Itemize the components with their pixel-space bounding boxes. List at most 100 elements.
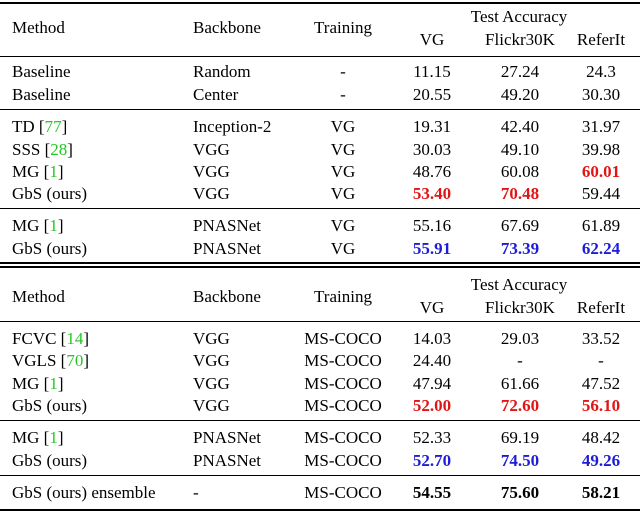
referit-accuracy-cell: 59.44 (581, 184, 621, 203)
referit-accuracy-cell: 33.52 (581, 329, 621, 348)
backbone-cell: PNASNet (193, 239, 262, 258)
col-header-test-accuracy: Test Accuracy (470, 7, 568, 26)
method-name: GbS (ours) (12, 239, 88, 258)
training-cell: MS-COCO (304, 428, 382, 447)
citation-link[interactable]: 1 (49, 216, 58, 235)
vg-accuracy-cell: 52.33 (412, 428, 452, 447)
header-rule (0, 321, 640, 322)
citation-link[interactable]: 28 (50, 140, 68, 159)
method-cell: MG [1] (12, 216, 64, 235)
training-cell: MS-COCO (304, 483, 382, 502)
method-cell: Baseline (12, 62, 71, 82)
flickr-accuracy-cell: 67.69 (500, 216, 540, 235)
col-header-referit: ReferIt (576, 30, 626, 49)
referit-accuracy-cell: 56.10 (581, 396, 621, 415)
backbone-cell: Center (193, 85, 239, 104)
method-name: MG (12, 374, 40, 393)
method-name: GbS (ours) (12, 396, 88, 415)
bottom-rule (0, 509, 640, 511)
flickr-accuracy-cell: 29.03 (500, 329, 540, 348)
training-cell: VG (330, 162, 356, 181)
col-header-backbone: Backbone (193, 287, 261, 306)
method-name: FCVC (12, 329, 57, 348)
method-name: GbS (ours) (12, 451, 88, 470)
top-rule (0, 2, 640, 4)
method-cell: VGLS [70] (12, 351, 89, 370)
backbone-cell: VGG (193, 329, 230, 348)
citation-link[interactable]: 1 (49, 374, 58, 393)
method-name: VGLS (12, 351, 57, 370)
training-cell: MS-COCO (304, 396, 382, 415)
vg-accuracy-cell: 24.40 (412, 351, 452, 370)
backbone-cell: VGG (193, 396, 230, 415)
vg-accuracy-cell: 11.15 (413, 62, 451, 81)
method-name: GbS (ours) ensemble (12, 483, 156, 502)
training-cell: VG (330, 216, 356, 235)
flickr-accuracy-cell: 27.24 (500, 62, 540, 81)
training-cell: VG (330, 239, 356, 258)
method-cell: GbS (ours) (12, 184, 87, 204)
method-cell: GbS (ours) (12, 239, 87, 259)
flickr-accuracy-cell: 42.40 (500, 117, 540, 136)
backbone-cell: Inception-2 (193, 117, 272, 136)
method-name: Baseline (12, 62, 71, 81)
group-rule (0, 208, 640, 209)
backbone-cell: PNASNet (193, 451, 262, 470)
training-cell: MS-COCO (304, 351, 382, 370)
col-header-referit: ReferIt (576, 298, 626, 317)
method-name: MG (12, 162, 40, 181)
citation-link[interactable]: 14 (66, 329, 84, 348)
col-header-training: Training (314, 287, 372, 306)
citation-link[interactable]: 77 (44, 117, 62, 136)
flickr-accuracy-cell: 61.66 (500, 374, 540, 393)
backbone-cell: VGG (193, 351, 230, 370)
method-cell: MG [1] (12, 162, 64, 181)
method-cell: MG [1] (12, 428, 64, 447)
group-rule (0, 475, 640, 476)
method-name: MG (12, 216, 40, 235)
referit-accuracy-cell: 60.01 (581, 162, 621, 181)
vg-accuracy-cell: 48.76 (412, 162, 452, 181)
training-cell: VG (330, 140, 356, 159)
referit-accuracy-cell: 61.89 (581, 216, 621, 235)
method-cell: FCVC [14] (12, 329, 90, 348)
method-name: SSS (12, 140, 41, 159)
flickr-accuracy-cell: 60.08 (500, 162, 540, 181)
col-header-vg: VG (419, 30, 445, 49)
method-cell: GbS (ours) (12, 396, 87, 416)
method-cell: SSS [28] (12, 140, 73, 159)
double-rule-a (0, 262, 640, 264)
backbone-cell: Random (193, 62, 251, 81)
training-cell: - (340, 62, 346, 81)
method-cell: TD [77] (12, 117, 68, 136)
method-name: MG (12, 428, 40, 447)
training-cell: MS-COCO (304, 451, 382, 470)
vg-accuracy-cell: 19.31 (412, 117, 452, 136)
col-header-flickr: Flickr30K (485, 298, 555, 317)
vg-accuracy-cell: 14.03 (412, 329, 452, 348)
flickr-accuracy-cell: 49.20 (500, 85, 540, 104)
training-cell: MS-COCO (304, 329, 382, 348)
col-header-method: Method (12, 18, 65, 37)
backbone-cell: - (193, 483, 199, 502)
flickr-accuracy-cell: 69.19 (500, 428, 540, 447)
referit-accuracy-cell: - (598, 351, 604, 370)
vg-accuracy-cell: 20.55 (412, 85, 452, 104)
method-name: GbS (ours) (12, 184, 88, 203)
citation-link[interactable]: 1 (49, 162, 58, 181)
method-name: Baseline (12, 85, 71, 104)
vg-accuracy-cell: 52.00 (412, 396, 452, 415)
method-cell: MG [1] (12, 374, 64, 393)
referit-accuracy-cell: 39.98 (581, 140, 621, 159)
flickr-accuracy-cell: 75.60 (500, 483, 540, 502)
flickr-accuracy-cell: 73.39 (500, 239, 540, 258)
referit-accuracy-cell: 30.30 (581, 85, 621, 104)
vg-accuracy-cell: 54.55 (412, 483, 452, 502)
citation-link[interactable]: 1 (49, 428, 58, 447)
flickr-accuracy-cell: 70.48 (500, 184, 540, 203)
backbone-cell: PNASNet (193, 216, 262, 235)
training-cell: VG (330, 184, 356, 203)
method-cell: GbS (ours) ensemble (12, 483, 156, 503)
citation-link[interactable]: 70 (66, 351, 84, 370)
